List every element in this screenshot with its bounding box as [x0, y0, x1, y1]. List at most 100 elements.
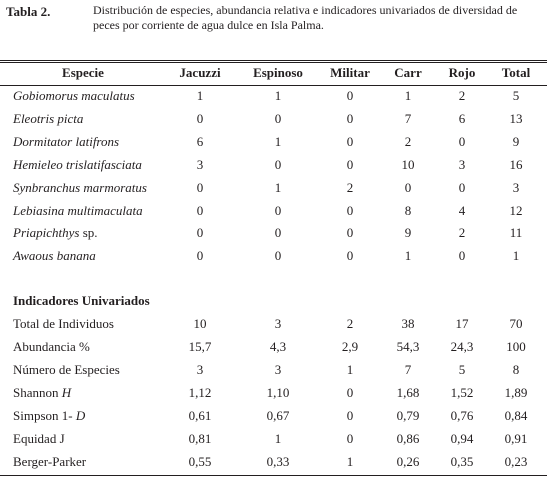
row-label: Shannon H: [13, 385, 71, 401]
row-label: Gobiomorus maculatus: [13, 88, 135, 104]
column-header: Especie: [62, 65, 104, 80]
cell: 0: [346, 156, 354, 172]
top-rule-2: [0, 62, 547, 63]
caption-label: Tabla 2.: [6, 4, 51, 19]
cell: 0: [274, 156, 282, 172]
cell: 0: [274, 110, 282, 126]
cell: 0: [274, 225, 282, 241]
cell: 0: [346, 110, 354, 126]
cell: 1: [404, 88, 412, 103]
cell: 7: [404, 110, 412, 126]
cell: 8: [512, 362, 520, 377]
cell: 3: [274, 316, 282, 331]
top-rule: [0, 60, 547, 61]
cell: 70: [509, 316, 523, 331]
cell: 24,3: [450, 339, 474, 354]
cell: 5: [512, 88, 520, 103]
label-part: Equidad J: [13, 431, 65, 446]
cell: 5: [458, 362, 466, 377]
cell: 0: [458, 179, 466, 195]
cell: 100: [506, 339, 526, 354]
cell: 7: [404, 362, 412, 377]
cell: 0,86: [396, 431, 420, 446]
caption-text: Distribución de especies, abundancia rel…: [93, 3, 518, 32]
label-part: Priapichthys: [13, 225, 80, 241]
cell: 0: [346, 408, 354, 423]
column-header: Militar: [330, 65, 370, 80]
cell: 0: [346, 248, 354, 264]
column-header: Jacuzzi: [179, 65, 221, 80]
label-part: Gobiomorus maculatus: [13, 88, 135, 103]
label-part: sp.: [82, 225, 98, 241]
cell: 6: [458, 110, 466, 126]
cell: 0: [458, 133, 466, 149]
cell: 9: [404, 225, 412, 241]
cell: 1: [274, 133, 282, 149]
cell: 15,7: [188, 339, 212, 354]
cell: 1: [274, 179, 282, 195]
label-part: Total de Individuos: [13, 316, 114, 331]
cell: 0,94: [450, 431, 474, 446]
cell: 0: [458, 248, 466, 264]
cell: 0,61: [188, 408, 212, 423]
label-part: Hemieleo trislatifasciata: [13, 156, 142, 172]
cell: 38: [401, 316, 415, 331]
section-title: Indicadores Univariados: [13, 293, 150, 308]
cell: 12: [509, 202, 523, 218]
cell: 0,84: [504, 408, 528, 423]
cell: 0: [346, 431, 354, 446]
cell: 3: [196, 362, 204, 377]
row-label: Abundancia %: [13, 339, 90, 355]
column-header: Espinoso: [253, 65, 303, 80]
cell: 6: [196, 133, 204, 149]
cell: 0,23: [504, 454, 528, 469]
label-part: Eleotris picta: [13, 110, 84, 126]
cell: 0,67: [266, 408, 290, 423]
row-label: Lebiasina multimaculata: [13, 203, 143, 219]
cell: 54,3: [396, 339, 420, 354]
row-label: Priapichthys sp.: [13, 225, 98, 241]
cell: 0,91: [504, 431, 528, 446]
cell: 8: [404, 202, 412, 218]
row-label: Synbranchus marmoratus: [13, 180, 147, 196]
cell: 0: [346, 133, 354, 149]
row-label: Eleotris picta: [13, 111, 83, 127]
cell: 3: [196, 156, 204, 172]
row-label: Número de Especies: [13, 362, 120, 378]
label-part: Abundancia %: [13, 339, 90, 354]
cell: 10: [401, 156, 415, 172]
cell: 1: [346, 362, 354, 377]
cell: 0,79: [396, 408, 420, 423]
cell: 3: [512, 179, 520, 195]
cell: 0,76: [450, 408, 474, 423]
cell: 0,33: [266, 454, 290, 469]
row-label: Awaous banana: [13, 248, 96, 264]
label-part: D: [75, 408, 86, 423]
cell: 2: [458, 225, 466, 241]
column-header: Rojo: [448, 65, 476, 80]
cell: 13: [509, 110, 523, 126]
cell: 0: [274, 248, 282, 264]
label-part: Número de Especies: [13, 362, 120, 377]
cell: 10: [193, 316, 207, 331]
cell: 17: [455, 316, 469, 331]
header-rule: [0, 85, 547, 86]
cell: 0: [196, 202, 204, 218]
row-label: Simpson 1- D: [13, 408, 85, 424]
cell: 0: [196, 248, 204, 264]
cell: 3: [274, 362, 282, 377]
cell: 1,10: [266, 385, 290, 400]
label-part: Berger-Parker: [13, 454, 87, 469]
cell: 0: [346, 202, 354, 218]
cell: 1,68: [396, 385, 420, 400]
cell: 1,12: [188, 385, 212, 400]
cell: 0: [404, 179, 412, 195]
cell: 2: [404, 133, 412, 149]
cell: 0: [196, 179, 204, 195]
cell: 4: [458, 202, 466, 218]
cell: 4,3: [269, 339, 287, 354]
cell: 1: [404, 248, 412, 264]
label-part: Synbranchus marmoratus: [13, 179, 147, 195]
row-label: Hemieleo trislatifasciata: [13, 157, 142, 173]
